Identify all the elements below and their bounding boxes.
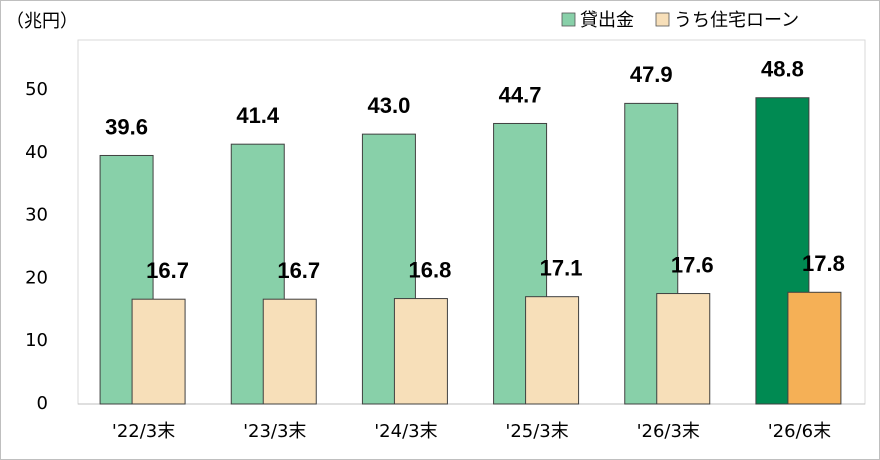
x-tick-label: '25/3末 [505,421,568,442]
x-tick-label: '26/3末 [637,421,700,442]
value-label: 17.6 [671,252,714,277]
bar [262,298,317,405]
value-label: 41.4 [236,103,280,128]
x-tick-label: '22/3末 [112,421,175,442]
bar [787,291,842,405]
value-label: 16.8 [409,257,452,282]
value-label: 17.1 [540,255,583,280]
y-tick-label: 0 [37,393,48,414]
y-tick-label: 10 [25,330,48,351]
value-label: 17.8 [802,251,845,276]
legend-swatch [561,12,576,27]
value-label: 16.7 [146,258,189,283]
legend-label: うち住宅ローン [674,10,799,31]
value-label: 16.7 [277,258,320,283]
x-tick-label: '23/3末 [243,421,306,442]
value-label: 43.0 [368,93,411,118]
bar [131,298,186,405]
bar [393,298,448,405]
legend-label: 貸出金 [580,10,634,31]
x-tick-label: '26/6末 [768,421,831,442]
bar [656,293,711,405]
y-tick-label: 20 [25,267,48,288]
y-tick-label: 40 [25,142,48,163]
y-tick-label: 50 [25,79,48,100]
legend-swatch [655,12,670,27]
value-label: 47.9 [630,62,673,87]
bar [525,296,580,405]
y-tick-label: 30 [25,205,48,226]
x-tick-label: '24/3末 [374,421,437,442]
unit-label: （兆円） [6,11,78,32]
value-label: 44.7 [499,82,542,107]
value-label: 48.8 [761,57,804,82]
value-label: 39.6 [105,114,148,139]
